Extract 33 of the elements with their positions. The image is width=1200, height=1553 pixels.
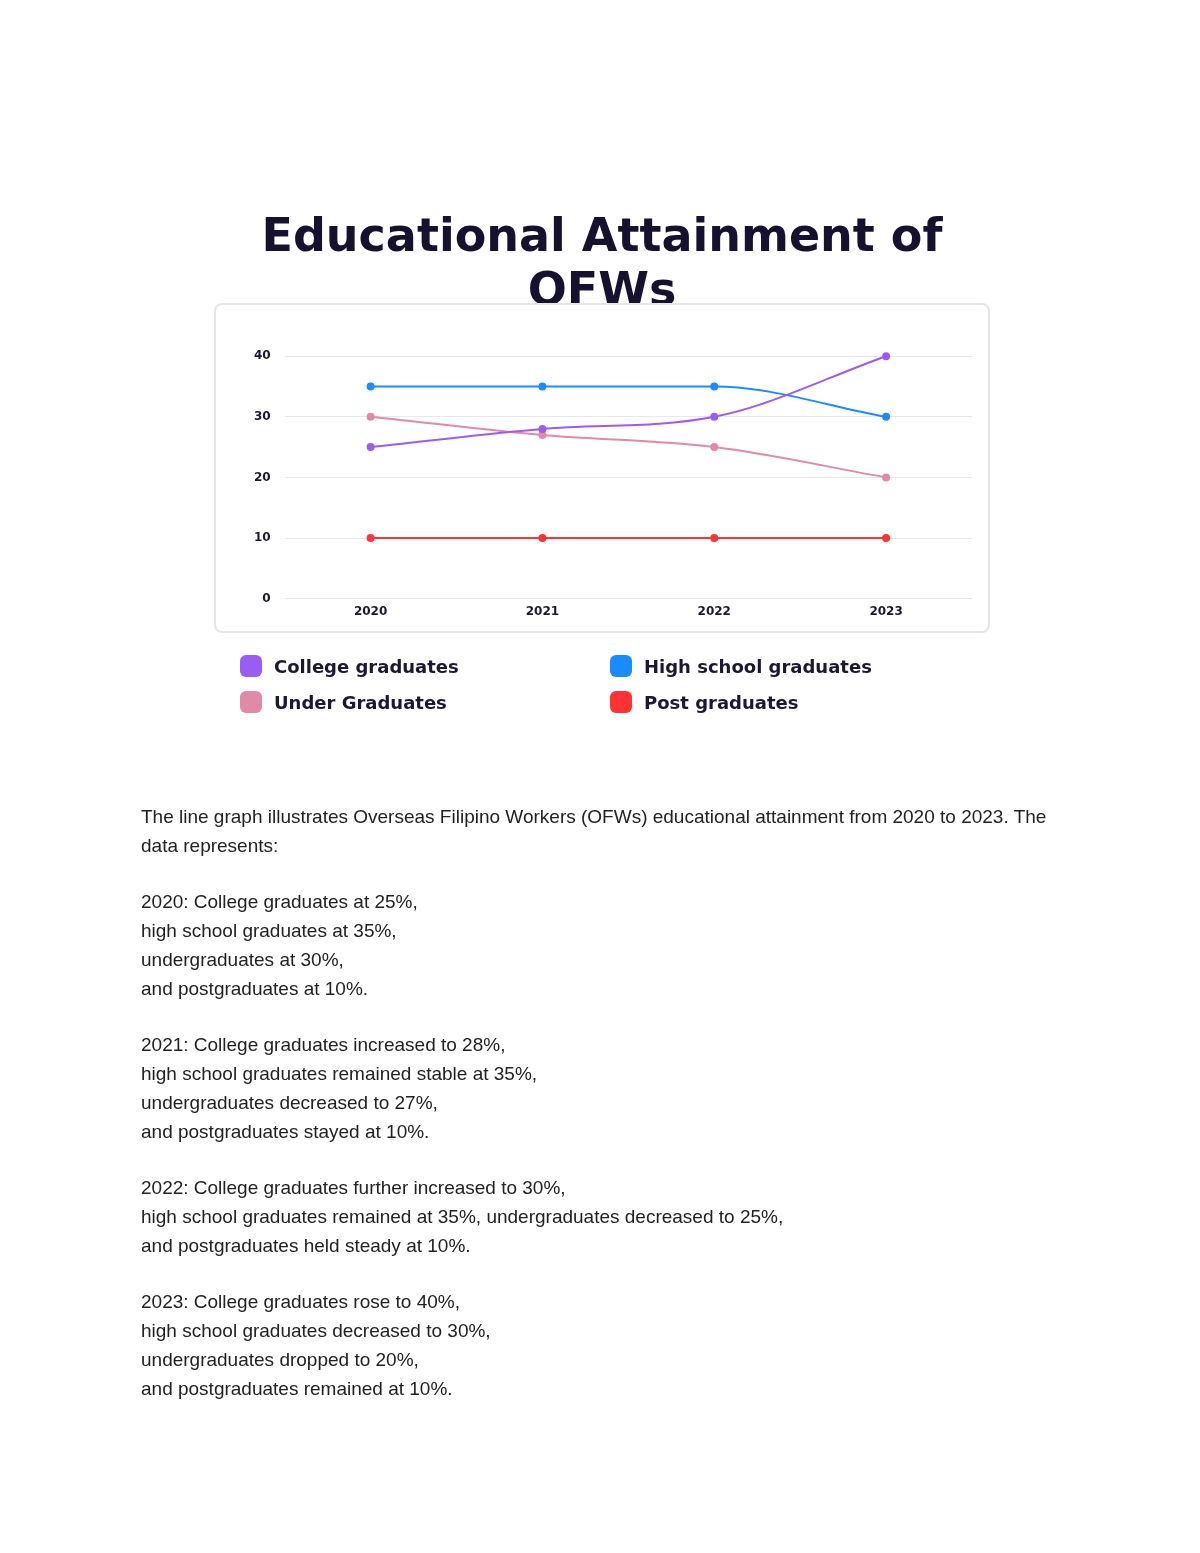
y-tick-label: 20	[254, 469, 271, 484]
legend-label: High school graduates	[644, 655, 872, 677]
point	[710, 443, 719, 452]
point	[710, 534, 719, 542]
point	[366, 534, 375, 542]
legend-label: Under Graduates	[274, 691, 447, 713]
y-tick-label: 40	[254, 348, 271, 363]
y-tick-label: 30	[254, 408, 271, 423]
point	[538, 534, 547, 542]
y-tick-label: 0	[262, 590, 271, 605]
y-tick-label: 10	[254, 530, 271, 545]
x-tick-label: 2020	[353, 603, 388, 618]
x-tick-label: 2021	[525, 603, 560, 618]
text: The line graph illustrates Overseas Filipino Workers (OFWs) educational attainment from 2020 to 2023. The data represents:	[141, 805, 1048, 858]
text: 2021: College graduates increased to 28%, high school graduates remained stable at 35%, undergraduates decreased to 27%, and postgraduates stayed at 10%.	[141, 1033, 539, 1144]
text: 2020: College graduates at 25%, high school graduates at 35%, undergraduates at 30%, and postgraduates at 10%.	[141, 890, 419, 1001]
x-tick-label: 2023	[869, 603, 903, 618]
text: 2023: College graduates rose to 40%, high school graduates decreased to 30%, undergraduates dropped to 20%, and postgraduates remained at 10%.	[141, 1290, 492, 1401]
point	[882, 412, 891, 421]
point	[366, 412, 375, 421]
point	[882, 473, 891, 482]
point	[538, 424, 547, 433]
legend-label: College graduates	[274, 655, 459, 677]
point	[366, 443, 375, 452]
point	[710, 412, 719, 421]
point	[710, 382, 719, 391]
legend-label: Post graduates	[644, 691, 799, 713]
text: 2022: College graduates further increased to 30%, high school graduates remained at 35%, undergraduates decreased to 25%, and postgraduates held steady at 10%.	[141, 1176, 785, 1258]
point	[538, 382, 547, 391]
point	[882, 352, 891, 361]
point	[366, 382, 375, 391]
x-tick-label: 2022	[697, 603, 731, 618]
point	[882, 534, 891, 542]
